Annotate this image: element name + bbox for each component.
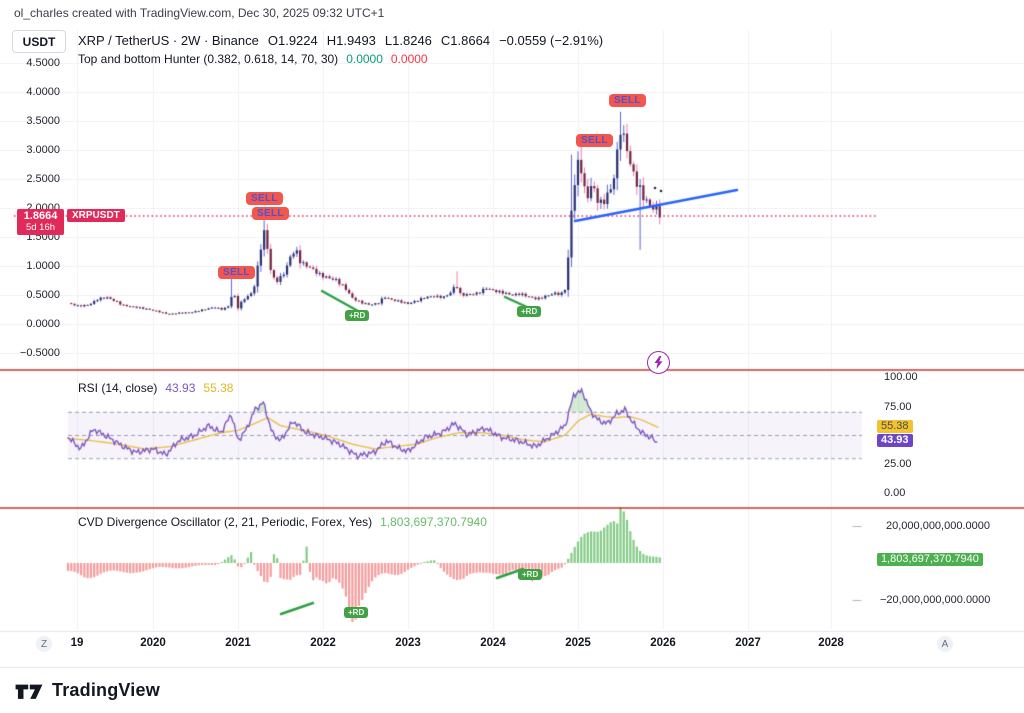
sell-signal-label: SELL <box>609 94 646 107</box>
time-axis-year: 2020 <box>140 637 166 649</box>
tradingview-logo-icon <box>15 684 43 699</box>
ohlc-low: L1.8246 <box>384 33 432 48</box>
indicator-value-red: 0.0000 <box>390 52 428 66</box>
rsi-ma-badge: 55.38 <box>877 420 913 433</box>
rd-signal-label: +RD <box>517 306 542 317</box>
price-tick: 2.5000 <box>26 173 60 185</box>
rd-signal-label: +RD <box>518 569 543 580</box>
chart-credit: ol_charles created with TradingView.com,… <box>14 6 385 20</box>
price-tick: 3.0000 <box>26 144 60 156</box>
symbol-price-badge: XRPUSDT <box>67 209 125 222</box>
indicator-value-green: 0.0000 <box>346 52 383 66</box>
cvd-scale-axis[interactable]: 20,000,000,000.0000 −20,000,000,000.0000 <box>860 508 1024 630</box>
indicator-legend[interactable]: Top and bottom Hunter (0.382, 0.618, 14,… <box>78 52 428 66</box>
jump-to-end-circle[interactable]: A <box>937 636 953 652</box>
cvd-legend[interactable]: CVD Divergence Oscillator (2, 21, Period… <box>78 515 487 529</box>
rsi-tick: 0.00 <box>884 487 906 499</box>
last-price-value: 1.8664 <box>23 210 58 222</box>
price-tick: 0.0000 <box>26 318 60 330</box>
time-axis-year: 2026 <box>650 637 676 649</box>
currency-toggle-button[interactable]: USDT <box>12 30 66 53</box>
rsi-tick: 25.00 <box>884 458 912 470</box>
lightning-bolt-glyph <box>654 356 663 369</box>
price-tick: 4.0000 <box>26 86 60 98</box>
rsi-value-badge: 43.93 <box>877 434 913 447</box>
time-axis-year: 2021 <box>225 637 251 649</box>
cvd-value-badge: 1,803,697,370.7940 <box>877 553 983 566</box>
price-change: −0.0559 (−2.91%) <box>499 33 604 48</box>
price-tick: 4.5000 <box>26 57 60 69</box>
cvd-tick-top: 20,000,000,000.0000 <box>886 520 990 532</box>
ohlc-high: H1.9493 <box>326 33 376 48</box>
rd-signal-label: +RD <box>344 607 369 618</box>
cvd-tick-bottom: −20,000,000,000.0000 <box>880 594 991 606</box>
lightning-icon[interactable] <box>647 351 670 374</box>
bar-countdown: 5d 16h <box>25 222 56 233</box>
cvd-title[interactable]: CVD Divergence Oscillator (2, 21, Period… <box>78 515 373 529</box>
price-tick: 1.0000 <box>26 260 60 272</box>
symbol-bar[interactable]: XRP / TetherUS · 2W · Binance O1.9224 H1… <box>78 33 603 48</box>
rsi-legend[interactable]: RSI (14, close) 43.93 55.38 <box>78 381 233 395</box>
last-price-badge: 1.8664 5d 16h <box>17 209 64 235</box>
rsi-value: 43.93 <box>165 381 196 395</box>
tradingview-logo[interactable]: TradingView <box>14 679 160 703</box>
price-tick: −0.5000 <box>19 347 60 359</box>
rsi-title[interactable]: RSI (14, close) <box>78 381 158 395</box>
rsi-tick: 75.00 <box>884 401 912 413</box>
sell-signal-label: SELL <box>246 192 283 205</box>
time-axis-year: 2028 <box>818 637 844 649</box>
indicator-name[interactable]: Top and bottom Hunter (0.382, 0.618, 14,… <box>78 52 339 66</box>
price-tick: 0.5000 <box>26 289 60 301</box>
tradingview-logo-text: TradingView <box>52 680 160 700</box>
rsi-tick: 100.00 <box>884 371 918 383</box>
time-axis-year: 2022 <box>310 637 336 649</box>
rsi-scale-axis[interactable]: 100.00 75.00 25.00 0.00 <box>860 370 1024 508</box>
time-axis[interactable]: 19 2020 2021 2022 2023 2024 2025 2026 2027 2028 Z A <box>0 632 1024 660</box>
price-scale-axis[interactable]: 4.5000 4.0000 3.5000 3.0000 2.5000 2.0000 1.50… <box>0 28 66 368</box>
sell-signal-label: SELL <box>576 134 613 147</box>
jump-to-start-circle[interactable]: Z <box>36 636 52 652</box>
symbol-title[interactable]: XRP / TetherUS · 2W · Binance <box>78 33 259 48</box>
rd-signal-label: +RD <box>345 310 370 321</box>
price-tick: 3.5000 <box>26 115 60 127</box>
ohlc-open: O1.9224 <box>267 33 318 48</box>
logo-bar: TradingView <box>0 668 1024 713</box>
time-axis-year: 2023 <box>395 637 421 649</box>
time-axis-year: 2024 <box>480 637 506 649</box>
rsi-ma-value: 55.38 <box>203 381 234 395</box>
ohlc-close: C1.8664 <box>440 33 491 48</box>
sell-signal-label: SELL <box>218 266 255 279</box>
sell-signal-label: SELL <box>252 207 289 220</box>
time-axis-year: 19 <box>70 637 84 649</box>
time-axis-year: 2025 <box>565 637 591 649</box>
cvd-value: 1,803,697,370.7940 <box>380 515 487 529</box>
time-axis-year: 2027 <box>735 637 761 649</box>
